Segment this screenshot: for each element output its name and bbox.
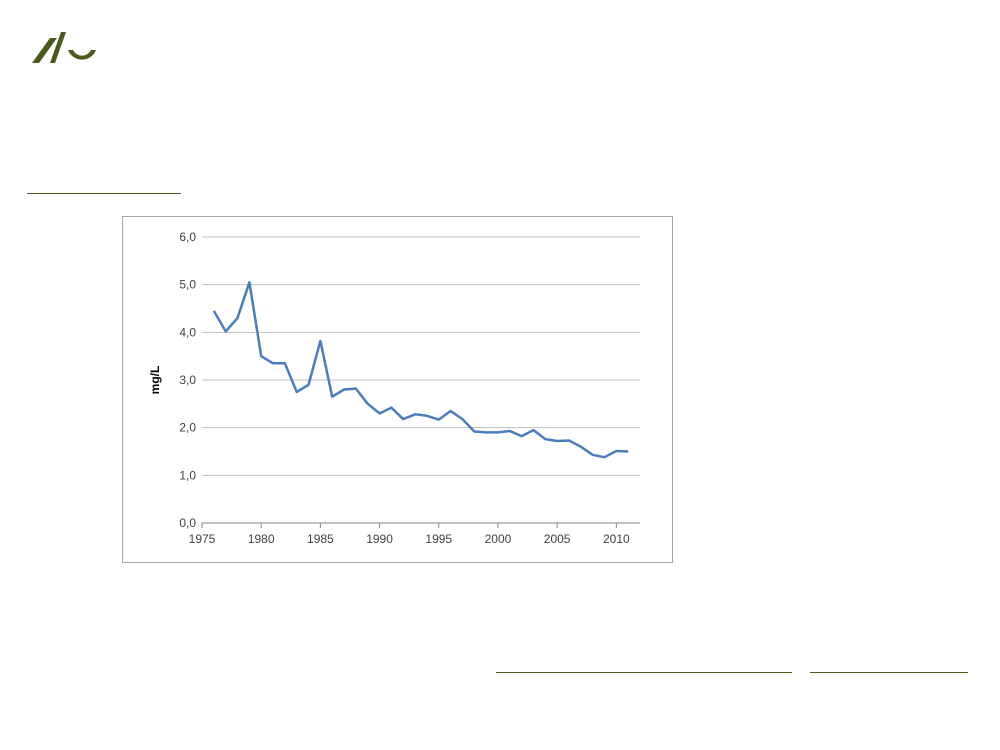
logo-slash xyxy=(32,38,57,63)
x-tick-label: 1995 xyxy=(425,532,452,546)
y-tick-label: 4,0 xyxy=(179,325,196,339)
logo-arc xyxy=(68,50,96,60)
x-tick-label: 1985 xyxy=(307,532,334,546)
line-chart: 0,0 1,0 2,0 3,0 4,0 5,0 6,0 1975 1980 1985 1990 19… xyxy=(148,230,640,546)
au-logo-icon xyxy=(32,32,96,63)
y-tick-label: 1,0 xyxy=(179,468,196,482)
x-tick-label: 2005 xyxy=(544,532,571,546)
x-tick-label: 1980 xyxy=(248,532,275,546)
y-tick-label: 0,0 xyxy=(179,516,196,530)
chart-frame: 0,0 1,0 2,0 3,0 4,0 5,0 6,0 1975 1980 1985 1990 19… xyxy=(122,216,673,563)
x-tick-label: 1990 xyxy=(366,532,393,546)
x-tick-label: 2000 xyxy=(485,532,512,546)
top-left-rule xyxy=(27,193,181,194)
y-tick-label: 5,0 xyxy=(179,278,196,292)
y-tick-label: 3,0 xyxy=(179,373,196,387)
footer-rule-right xyxy=(810,672,968,673)
x-tick-label: 1975 xyxy=(189,532,216,546)
y-axis-label: mg/L xyxy=(148,366,162,395)
series-line xyxy=(212,281,629,459)
x-tick-label: 2010 xyxy=(603,532,630,546)
y-tick-label: 2,0 xyxy=(179,421,196,435)
y-tick-label: 6,0 xyxy=(179,230,196,244)
footer-rule-middle xyxy=(496,672,792,673)
logo-slash-2 xyxy=(50,32,66,63)
